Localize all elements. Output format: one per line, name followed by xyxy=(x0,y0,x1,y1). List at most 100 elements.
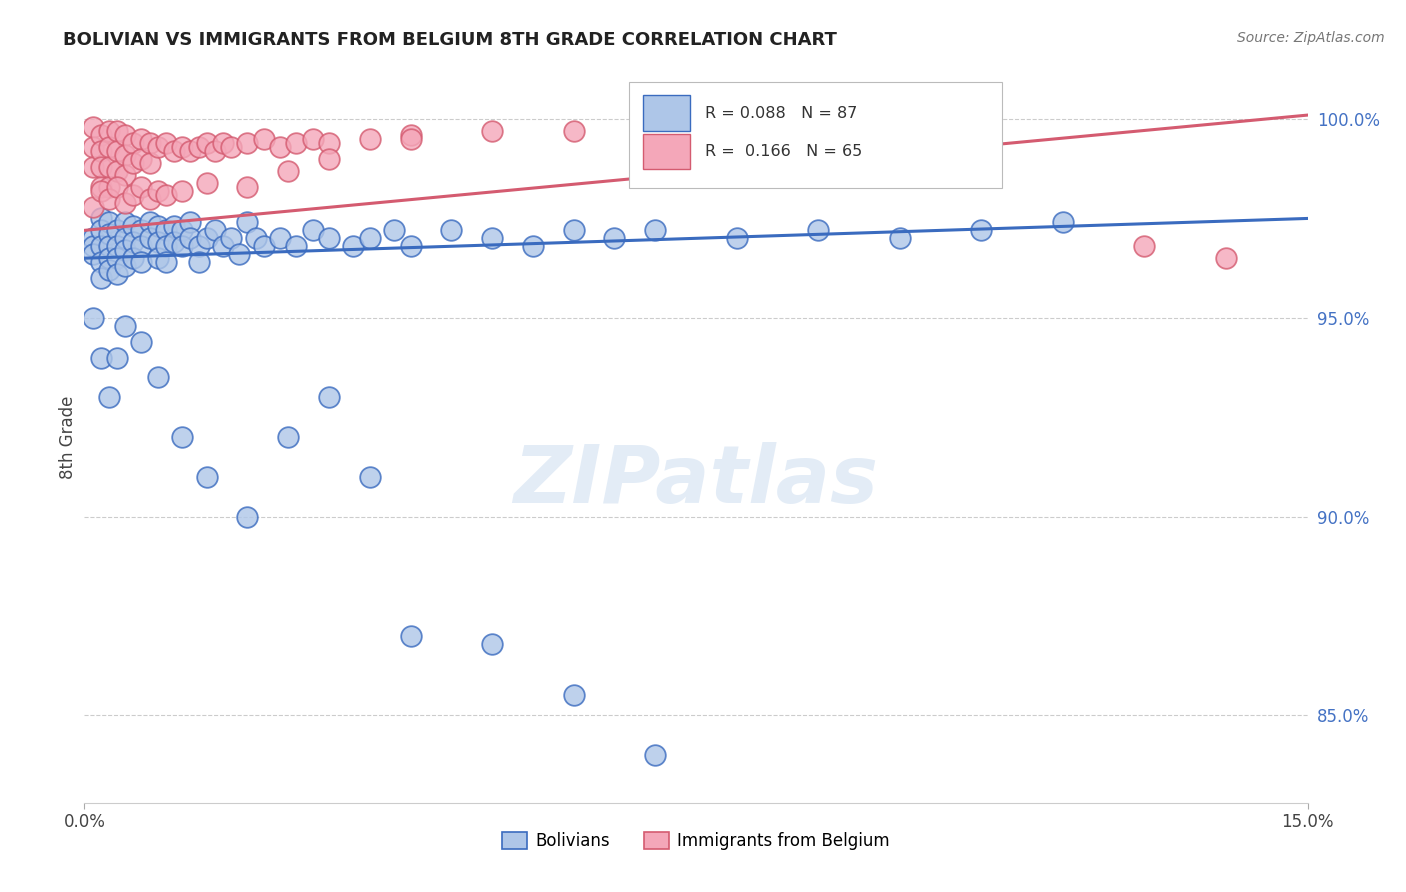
Point xyxy=(155,223,177,237)
Y-axis label: 8th Grade: 8th Grade xyxy=(59,395,77,479)
Point xyxy=(97,215,120,229)
Legend: Bolivians, Immigrants from Belgium: Bolivians, Immigrants from Belgium xyxy=(496,825,896,856)
Point xyxy=(105,251,128,265)
Point xyxy=(90,239,112,253)
Text: Source: ZipAtlas.com: Source: ZipAtlas.com xyxy=(1237,31,1385,45)
FancyBboxPatch shape xyxy=(644,95,690,130)
Point xyxy=(155,239,177,253)
Point xyxy=(236,215,259,229)
Point xyxy=(277,430,299,444)
Point xyxy=(481,124,503,138)
Point xyxy=(114,244,136,258)
Point xyxy=(382,223,405,237)
Point xyxy=(172,223,194,237)
Point xyxy=(97,239,120,253)
Point xyxy=(163,235,186,250)
Point xyxy=(122,235,145,250)
Point xyxy=(90,128,112,142)
Point xyxy=(90,184,112,198)
Point xyxy=(90,255,112,269)
Point xyxy=(90,144,112,158)
Point xyxy=(97,227,120,242)
Point xyxy=(155,187,177,202)
Point xyxy=(97,251,120,265)
Point xyxy=(122,155,145,169)
Point xyxy=(138,192,160,206)
Point xyxy=(179,215,201,229)
Point xyxy=(172,184,194,198)
Point xyxy=(90,351,112,365)
Point xyxy=(105,267,128,281)
Point xyxy=(562,223,585,237)
Point xyxy=(481,231,503,245)
Point xyxy=(114,128,136,142)
Point xyxy=(301,223,323,237)
Point xyxy=(82,200,104,214)
Point xyxy=(399,239,422,253)
Point xyxy=(138,136,160,150)
Point xyxy=(131,334,153,349)
Point xyxy=(172,239,194,253)
Point xyxy=(603,231,626,245)
Point xyxy=(236,509,259,524)
Point xyxy=(146,219,169,234)
Point xyxy=(131,255,153,269)
Point xyxy=(82,140,104,154)
Point xyxy=(277,163,299,178)
Point xyxy=(114,168,136,182)
Point xyxy=(114,259,136,273)
Point xyxy=(155,136,177,150)
Point xyxy=(285,136,308,150)
Point xyxy=(1052,215,1074,229)
Point xyxy=(172,430,194,444)
Point xyxy=(105,179,128,194)
Point xyxy=(179,231,201,245)
Point xyxy=(970,223,993,237)
FancyBboxPatch shape xyxy=(628,82,1002,188)
Point xyxy=(644,223,666,237)
Point xyxy=(138,155,160,169)
Point xyxy=(212,239,235,253)
Point xyxy=(114,195,136,210)
Point xyxy=(399,629,422,643)
Point xyxy=(359,231,381,245)
Point xyxy=(90,179,112,194)
Point xyxy=(114,148,136,162)
Point xyxy=(163,219,186,234)
Point xyxy=(105,124,128,138)
Point xyxy=(138,215,160,229)
Point xyxy=(90,223,112,237)
Point xyxy=(122,187,145,202)
Point xyxy=(253,239,276,253)
Point xyxy=(195,136,218,150)
Point xyxy=(562,124,585,138)
Point xyxy=(725,231,748,245)
FancyBboxPatch shape xyxy=(644,135,690,169)
Point xyxy=(889,231,911,245)
Point xyxy=(97,140,120,154)
Point xyxy=(138,231,160,245)
Point xyxy=(155,255,177,269)
Point xyxy=(187,255,209,269)
Point xyxy=(172,140,194,154)
Point xyxy=(105,239,128,253)
Point xyxy=(82,160,104,174)
Point xyxy=(97,263,120,277)
Point xyxy=(97,390,120,404)
Point xyxy=(269,140,291,154)
Point xyxy=(97,124,120,138)
Point xyxy=(725,120,748,134)
Point xyxy=(522,239,544,253)
Point xyxy=(219,140,242,154)
Point xyxy=(440,223,463,237)
Text: ZIPatlas: ZIPatlas xyxy=(513,442,879,520)
Point xyxy=(253,132,276,146)
Point xyxy=(318,152,340,166)
Point xyxy=(163,144,186,158)
Point xyxy=(195,470,218,484)
Point xyxy=(245,231,267,245)
Point xyxy=(807,120,830,134)
Point xyxy=(82,247,104,261)
Point xyxy=(146,251,169,265)
Point xyxy=(146,235,169,250)
